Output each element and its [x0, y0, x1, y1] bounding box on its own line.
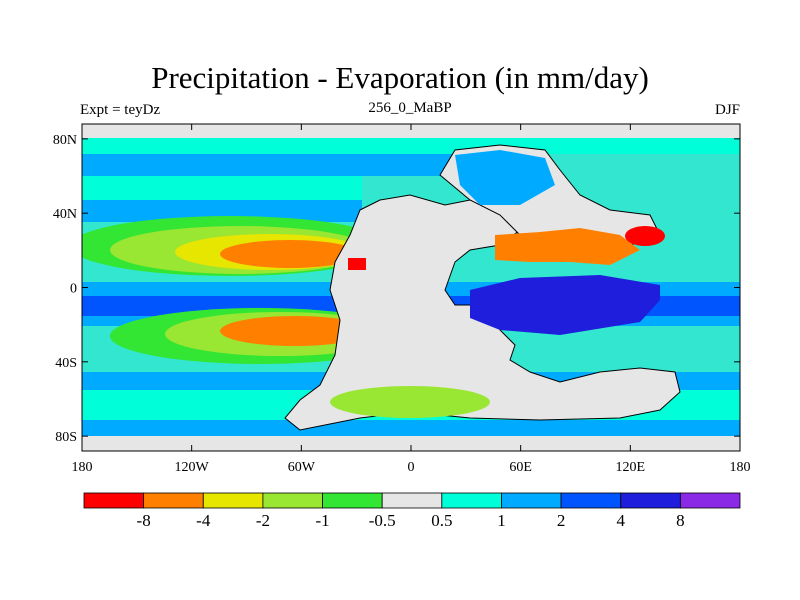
- arctic-dry-band: [82, 124, 740, 138]
- lat-tick-label: 80N: [53, 133, 77, 148]
- southern-storm-track: [82, 420, 740, 436]
- precip-field: [82, 124, 740, 451]
- nh-storm-track-2: [82, 200, 362, 222]
- colorbar-label: -4: [196, 511, 211, 530]
- tethys-wet-zone: [470, 275, 660, 335]
- colorbar: -8 -4 -2 -1 -0.5 0.5 1 2 4 8: [83, 492, 741, 530]
- gondwana-green: [330, 386, 490, 418]
- nh-subtropic-orange: [220, 240, 360, 268]
- asia-dry-zone: [495, 228, 640, 265]
- lon-tick-label: 120E: [616, 460, 646, 475]
- time-label: 256_0_MaBP: [368, 100, 452, 116]
- colorbar-swatch: [202, 492, 264, 509]
- lon-tick-label: 180: [72, 460, 93, 475]
- laurasia-wet-zone: [455, 150, 555, 205]
- colorbar-swatch: [143, 492, 204, 509]
- colorbar-label: -0.5: [369, 511, 396, 530]
- lon-tick-label: 60E: [509, 460, 532, 475]
- colorbar-label: 0.5: [431, 511, 452, 530]
- colorbar-label: -8: [137, 511, 151, 530]
- colorbar-label: 1: [497, 511, 506, 530]
- colorbar-label: 2: [557, 511, 566, 530]
- colorbar-swatch: [620, 492, 681, 509]
- colorbar-swatch: [322, 492, 383, 509]
- experiment-label: Expt = teyDz: [80, 102, 161, 118]
- dry-spot: [348, 258, 366, 270]
- colorbar-swatch: [262, 492, 323, 509]
- latitude-axis: 80N 40N 0 40S 80S: [53, 133, 740, 445]
- lon-tick-label: 0: [408, 460, 415, 475]
- lat-tick-label: 80S: [55, 430, 77, 445]
- season-label: DJF: [714, 102, 740, 118]
- lon-tick-label: 120W: [175, 460, 210, 475]
- nh-midlat-band: [82, 176, 362, 200]
- antarctic-band: [82, 436, 740, 451]
- lat-tick-label: 40S: [55, 356, 77, 371]
- colorbar-label: -1: [315, 511, 329, 530]
- plot-title: Precipitation - Evaporation (in mm/day): [151, 60, 649, 95]
- colorbar-swatch: [381, 492, 443, 509]
- longitude-axis: 180 120W 60W 0 60E 120E 180: [72, 124, 751, 475]
- colorbar-swatch: [679, 492, 741, 509]
- colorbar-label: -2: [256, 511, 270, 530]
- sh-subtropic-orange: [220, 316, 370, 346]
- lat-tick-label: 40N: [53, 207, 77, 222]
- lon-tick-label: 180: [730, 460, 751, 475]
- lon-tick-label: 60W: [288, 460, 316, 475]
- colorbar-label: 8: [676, 511, 685, 530]
- colorbar-swatch: [560, 492, 622, 509]
- lat-tick-label: 0: [70, 282, 77, 297]
- colorbar-swatch: [441, 492, 502, 509]
- northern-storm-track: [82, 154, 502, 176]
- colorbar-swatch: [83, 492, 145, 509]
- colorbar-label: 4: [616, 511, 625, 530]
- east-dry-spot: [625, 226, 665, 246]
- colorbar-swatch: [501, 492, 562, 509]
- arctic-band: [82, 138, 740, 154]
